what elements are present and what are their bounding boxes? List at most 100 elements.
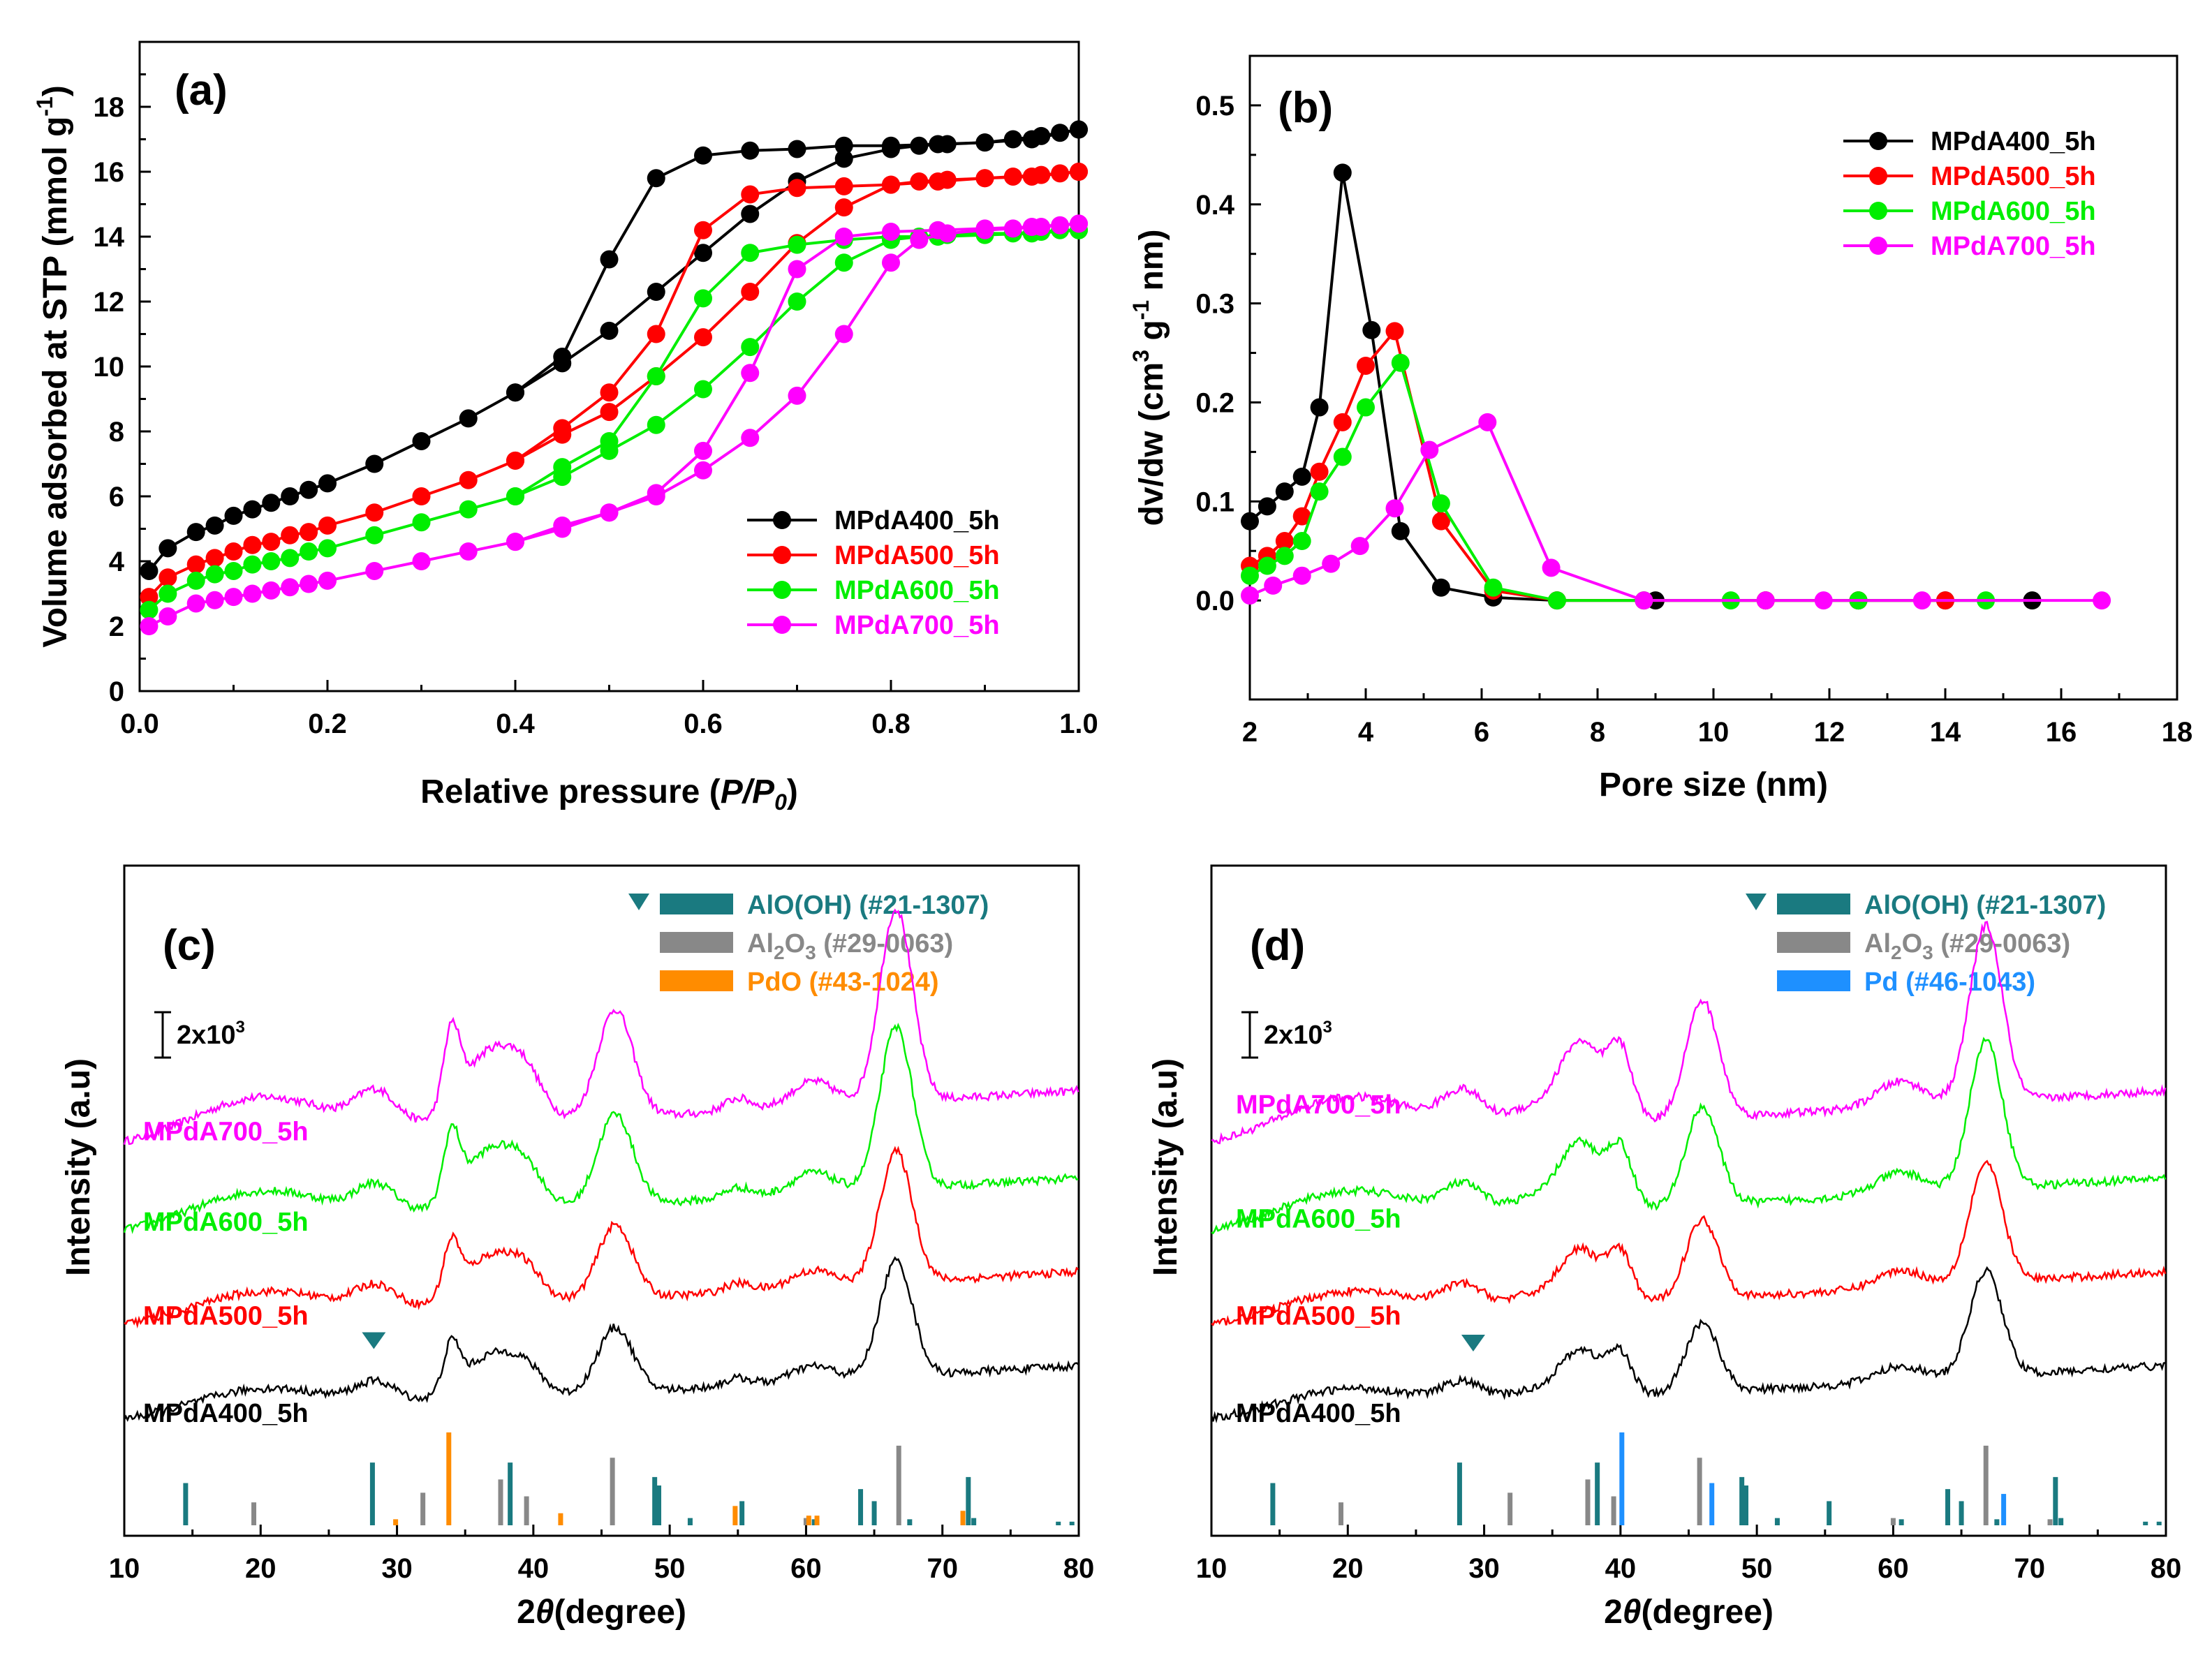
data-point — [694, 146, 712, 165]
reference-line-PdO — [558, 1513, 563, 1525]
x-axis-label-italic: θ — [1623, 1594, 1642, 1631]
y-tick-label: 18 — [94, 92, 125, 123]
data-point — [741, 338, 760, 357]
data-point — [1357, 356, 1375, 375]
data-point — [647, 415, 665, 434]
scale-bar-text: 2x10 — [177, 1021, 236, 1050]
data-point — [412, 513, 431, 532]
y-tick-label: 0.5 — [1195, 91, 1234, 121]
x-tick-label: 1.0 — [1059, 709, 1098, 739]
curve-label: MPdA600_5h — [1236, 1204, 1401, 1233]
legend-subscript: 3 — [1922, 942, 1933, 963]
data-point — [318, 516, 337, 535]
data-point — [262, 552, 281, 570]
data-point — [1333, 163, 1352, 182]
series-line — [1249, 360, 1986, 602]
data-point — [553, 348, 572, 366]
reference-line-Al2O3 — [1697, 1458, 1702, 1525]
data-point — [1542, 558, 1561, 577]
data-point — [741, 364, 760, 383]
reference-line-AlOOH — [1898, 1519, 1904, 1525]
xrd-pattern-MPdA600_5h — [1211, 1037, 2167, 1235]
phase-marker-triangle — [362, 1332, 386, 1349]
data-point — [600, 250, 619, 269]
data-point — [243, 555, 262, 574]
data-point — [647, 169, 665, 188]
data-point — [1258, 497, 1276, 516]
data-point — [1362, 320, 1381, 339]
data-point — [647, 283, 665, 302]
x-tick-label: 10 — [1196, 1553, 1227, 1584]
data-point — [459, 542, 478, 561]
legend-label: Pd (#46-1043) — [1864, 968, 2035, 997]
data-point — [1070, 214, 1088, 233]
data-point — [186, 594, 205, 613]
data-point — [1292, 507, 1311, 526]
legend-marker — [1869, 167, 1887, 185]
data-point — [365, 561, 384, 580]
curve-label: MPdA700_5h — [143, 1118, 309, 1147]
legend-label: MPdA500_5h — [1931, 162, 2096, 191]
reference-line-Al2O3 — [420, 1492, 426, 1525]
data-point — [1310, 398, 1329, 417]
data-point — [975, 133, 994, 152]
data-point — [158, 584, 177, 603]
x-tick-label: 80 — [2151, 1553, 2182, 1584]
data-point — [788, 292, 806, 311]
data-point — [1350, 537, 1369, 556]
x-tick-label: 8 — [1590, 717, 1605, 748]
data-point — [158, 568, 177, 587]
reference-line-AlOOH — [1069, 1521, 1075, 1525]
reference-line-PdO — [960, 1511, 966, 1525]
data-point — [694, 289, 712, 308]
phase-marker-triangle — [1461, 1335, 1485, 1352]
x-tick-label: 30 — [1468, 1553, 1500, 1584]
data-point — [262, 581, 281, 600]
data-point — [788, 140, 806, 158]
data-point — [741, 205, 760, 223]
data-point — [834, 198, 853, 217]
data-point — [1357, 398, 1375, 417]
y-tick-label: 6 — [109, 482, 124, 512]
legend-subscript: 3 — [805, 942, 816, 963]
reference-line-AlOOH — [1739, 1476, 1745, 1525]
y-axis-label-superscript: -1 — [1128, 300, 1153, 320]
xrd-pattern-MPdA400_5h — [123, 1256, 1079, 1422]
reference-line-Al2O3 — [251, 1502, 257, 1525]
scale-bar-text: 2x10 — [1264, 1021, 1323, 1050]
x-axis-label: Relative pressure (P/P0) — [420, 773, 798, 815]
legend-subscript: 2 — [774, 942, 785, 963]
data-point — [365, 454, 384, 473]
data-point — [506, 451, 524, 470]
data-point — [281, 487, 300, 505]
data-point — [318, 474, 337, 493]
x-tick-label: 60 — [790, 1553, 822, 1584]
panel-label-b: (b) — [1278, 84, 1333, 132]
data-point — [929, 221, 948, 239]
scale-bar-label: 2x103 — [177, 1018, 245, 1050]
data-point — [694, 244, 712, 262]
data-point — [1292, 566, 1311, 585]
legend-label: MPdA500_5h — [834, 541, 1000, 570]
legend-label: MPdA400_5h — [834, 506, 1000, 535]
data-point — [1022, 167, 1041, 186]
data-point — [1292, 532, 1311, 551]
x-tick-label: 70 — [2014, 1553, 2045, 1584]
panel-label-a: (a) — [175, 66, 228, 114]
data-point — [647, 484, 665, 503]
legend-marker — [1869, 237, 1887, 255]
x-tick-label: 50 — [1741, 1553, 1773, 1584]
reference-line-Pd — [1709, 1483, 1715, 1525]
data-point — [1275, 547, 1294, 565]
legend-marker — [773, 616, 791, 634]
data-point — [647, 325, 665, 343]
data-point — [1275, 482, 1294, 501]
data-point — [788, 260, 806, 279]
reference-line-AlOOH — [966, 1476, 971, 1525]
reference-line-Al2O3 — [1339, 1502, 1344, 1525]
data-point — [1478, 413, 1497, 431]
y-axis-label: Intensity (a.u) — [1147, 1058, 1184, 1276]
x-tick-label: 80 — [1063, 1553, 1095, 1584]
series-MPdA400_5h — [140, 120, 1088, 580]
legend-swatch — [660, 970, 733, 991]
